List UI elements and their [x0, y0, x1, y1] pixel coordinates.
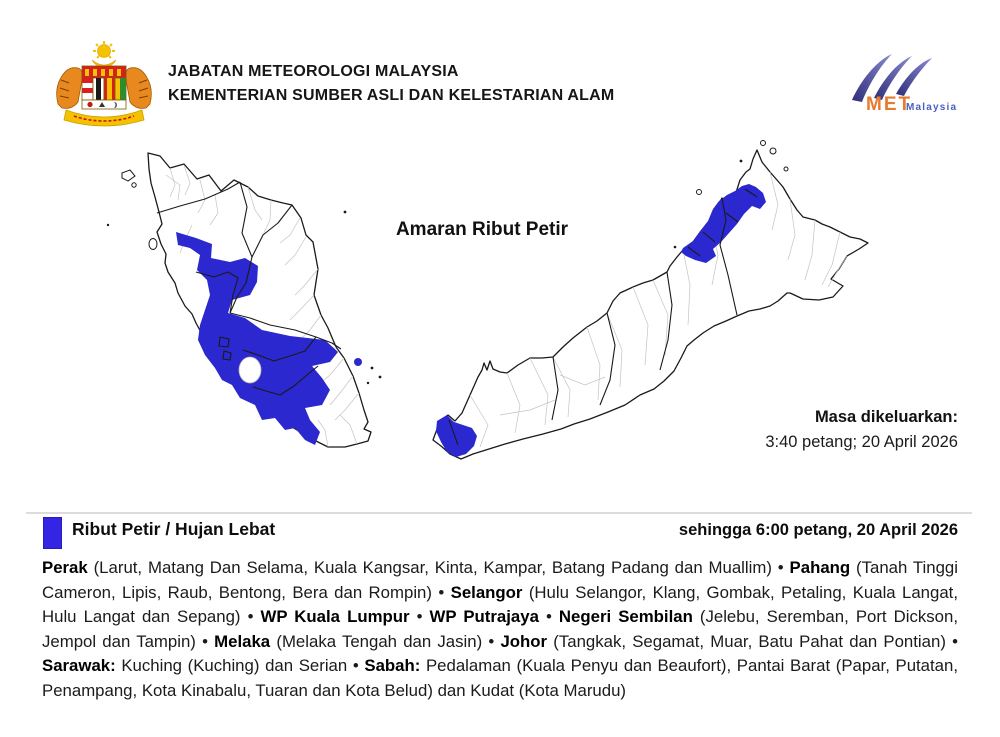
section-divider: [26, 512, 972, 514]
affected-areas-text: Perak (Larut, Matang Dan Selama, Kuala K…: [42, 558, 959, 700]
valid-until-text: sehingga 6:00 petang, 20 April 2026: [678, 521, 958, 539]
issued-time-block: Masa dikeluarkan: 3:40 petang; 20 April …: [765, 405, 958, 455]
district-borders: [165, 164, 360, 448]
state-borders: [156, 181, 758, 446]
issued-time-label: Masa dikeluarkan:: [814, 408, 958, 426]
minor-islets: [106, 159, 743, 385]
svg-text:MET: MET: [866, 94, 912, 115]
thunderstorm-warning-areas: [176, 184, 766, 457]
agency-title: JABATAN METEOROLOGI MALAYSIA KEMENTERIAN…: [168, 60, 614, 108]
malaysia-districts-map: [106, 140, 869, 460]
issued-time-value: 3:40 petang; 20 April 2026: [765, 433, 958, 451]
map-title: Amaran Ribut Petir: [395, 219, 569, 240]
unaffected-district-enclave: [238, 356, 262, 384]
ministry-name: KEMENTERIAN SUMBER ASLI DAN KELESTARIAN …: [168, 87, 615, 104]
islands: [121, 140, 789, 250]
legend-bar: Ribut Petir / Hujan Lebat sehingga 6:00 …: [0, 514, 1000, 552]
svg-text:Malaysia: Malaysia: [906, 102, 957, 113]
district-borders: [469, 171, 848, 448]
header: JABATAN METEOROLOGI MALAYSIA KEMENTERIAN…: [0, 0, 1000, 130]
agency-name: JABATAN METEOROLOGI MALAYSIA: [168, 63, 459, 80]
malaysia-coat-of-arms-icon: [56, 41, 152, 127]
warning-map: Amaran Ribut Petir Masa dikeluarkan: 3:4…: [0, 125, 1000, 505]
met-malaysia-logo-icon: MET Malaysia: [852, 54, 957, 115]
legend-label: Ribut Petir / Hujan Lebat: [72, 519, 276, 539]
warning-color-swatch-icon: [43, 517, 62, 549]
